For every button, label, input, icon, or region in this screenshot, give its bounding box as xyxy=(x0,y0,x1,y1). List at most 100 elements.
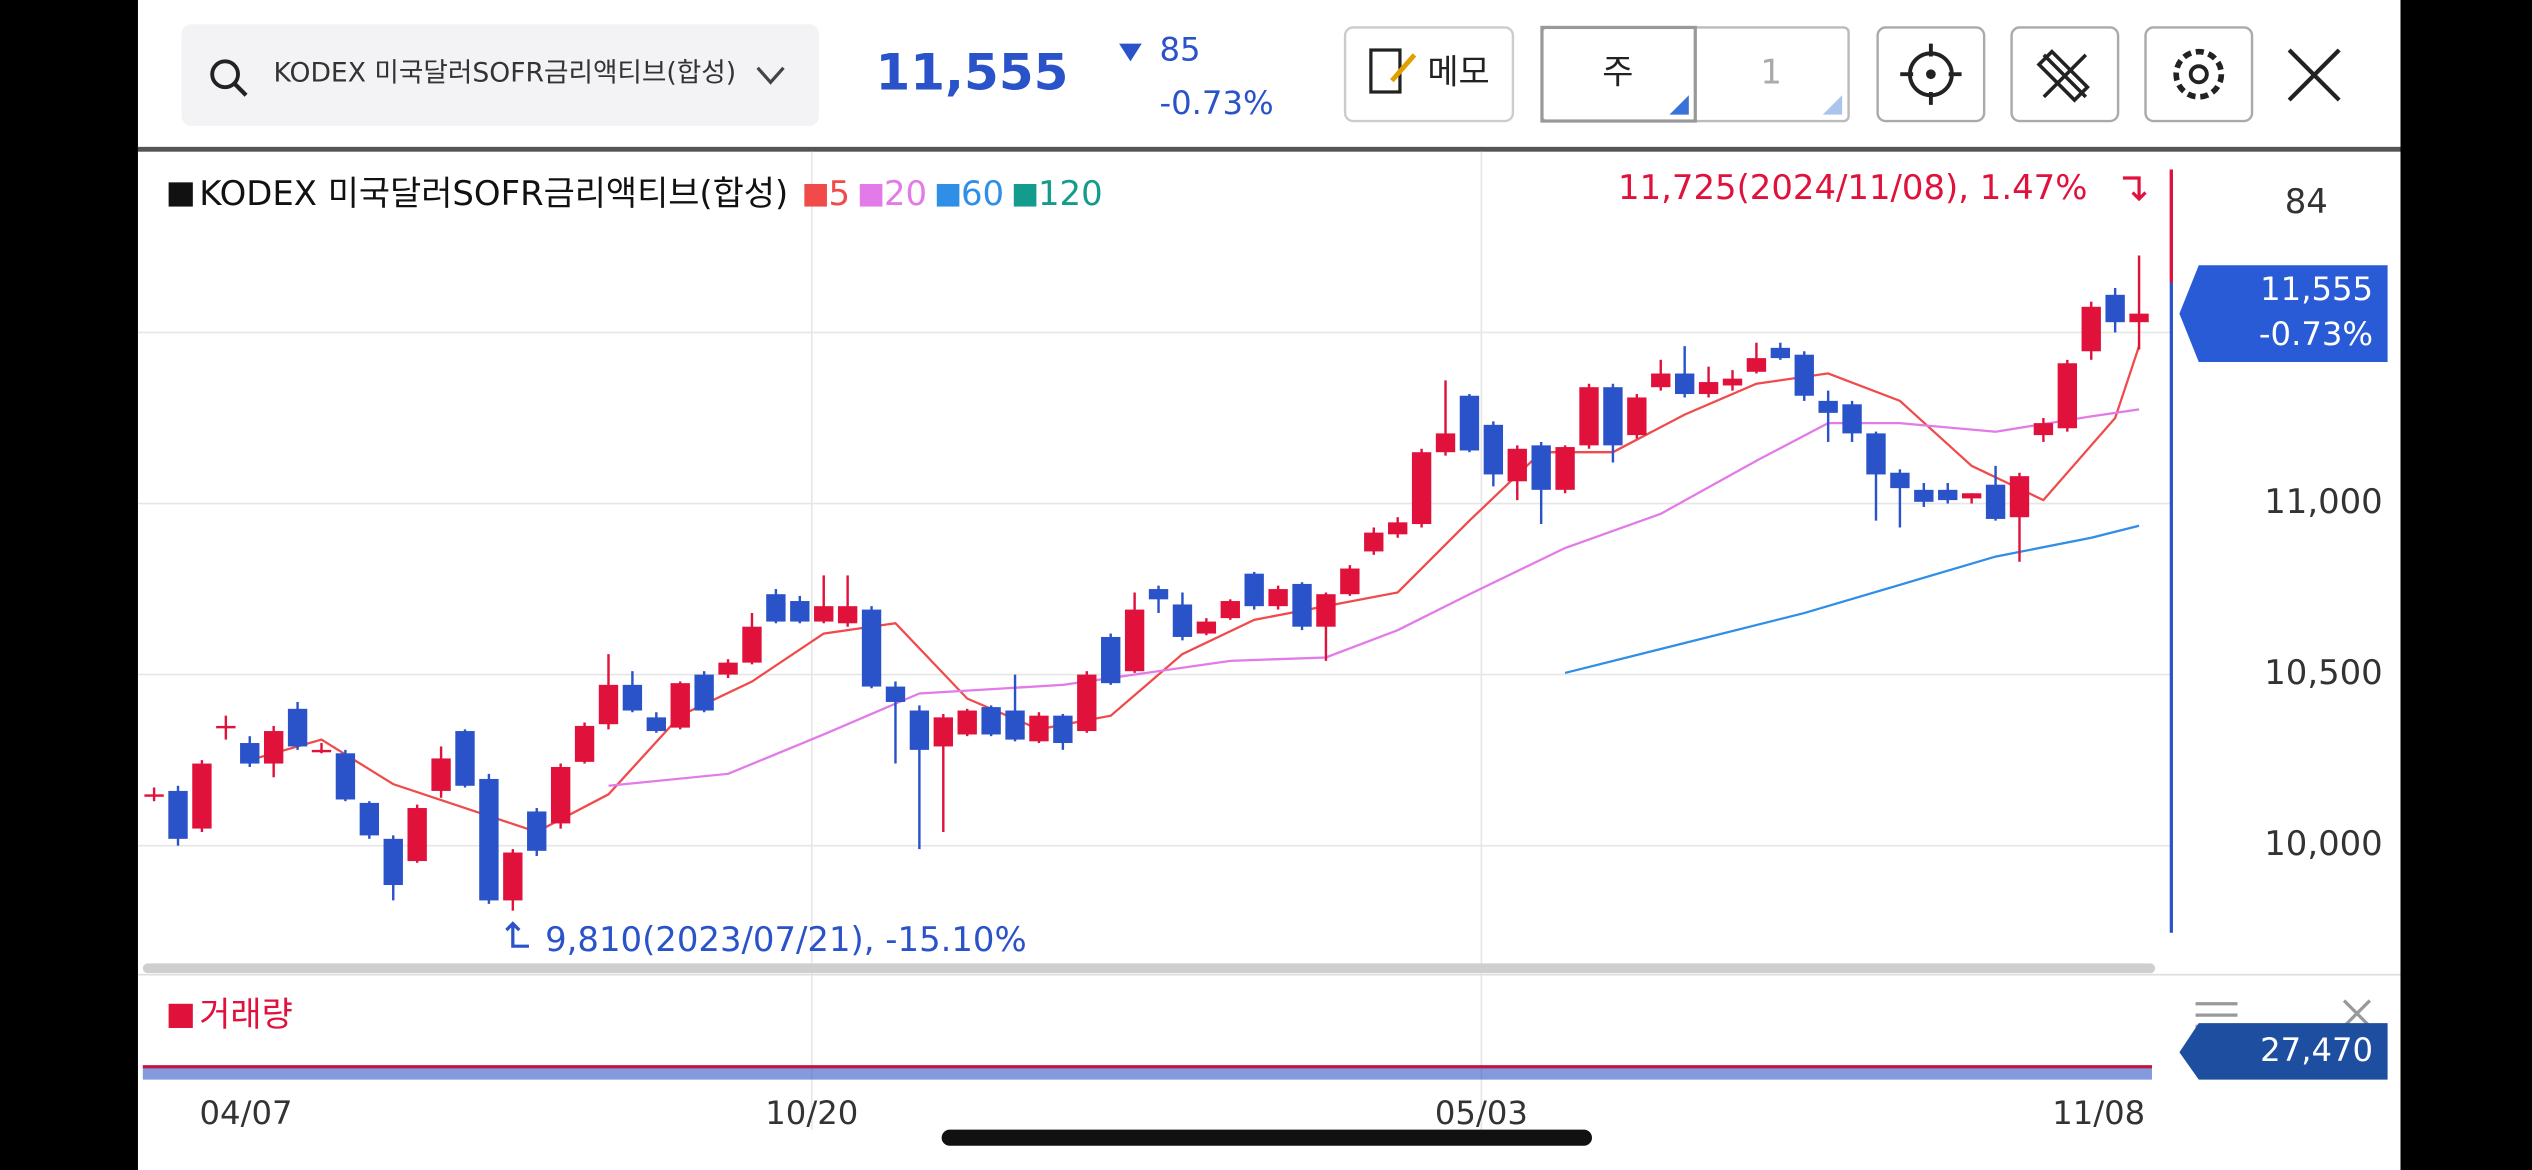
price: 11,555 xyxy=(875,43,1068,101)
scrollbar[interactable] xyxy=(142,963,2156,974)
search-box[interactable] xyxy=(181,24,819,126)
candle-body xyxy=(1531,445,1551,490)
candle-body xyxy=(1627,397,1647,436)
legend-label: 60 xyxy=(961,174,1004,213)
change: 85 xyxy=(1159,31,1200,69)
legend-swatch xyxy=(936,183,960,207)
candle-body xyxy=(1268,589,1288,607)
candle-body xyxy=(1746,358,1767,372)
close-icon[interactable] xyxy=(2287,48,2341,102)
candle-body xyxy=(1435,433,1456,453)
candle-body xyxy=(263,731,284,764)
candle-body xyxy=(383,838,403,886)
settings-icon xyxy=(2188,64,2209,85)
price-box xyxy=(2179,265,2388,363)
candle-body xyxy=(431,758,451,791)
candle-body xyxy=(1172,604,1193,637)
legend-swatch xyxy=(804,183,827,207)
candle-body xyxy=(1698,382,1719,395)
candle-body xyxy=(1029,715,1049,742)
volume-box xyxy=(2179,1023,2388,1080)
candle-body xyxy=(407,808,427,862)
volume-strip xyxy=(142,1066,2152,1080)
legend-swatch xyxy=(168,182,193,207)
memo-icon xyxy=(1390,53,1417,83)
candle-body xyxy=(311,749,332,753)
candle-body xyxy=(287,708,308,747)
candle-body xyxy=(909,710,930,750)
candle-body xyxy=(1507,448,1527,482)
candle-body xyxy=(1890,472,1910,489)
candle-body xyxy=(670,683,690,728)
period-label: 주 xyxy=(1602,53,1633,92)
candle-body xyxy=(1292,583,1312,627)
volume-swatch xyxy=(168,1003,193,1028)
low-annotation: 9,810(2023/07/21), -15.10% xyxy=(545,920,1027,959)
candle-body xyxy=(2057,363,2077,429)
candle-body xyxy=(1459,395,1480,451)
legend-label: KODEX 미국달러SOFR금리액티브(합성) xyxy=(199,174,788,213)
candle-body xyxy=(1196,621,1217,634)
candle-body xyxy=(1124,609,1145,672)
candle-body xyxy=(1866,433,1886,475)
search-icon xyxy=(210,59,240,90)
candle-body xyxy=(455,731,475,786)
volume-close[interactable] xyxy=(2342,999,2371,1028)
x-tick-label: 10/20 xyxy=(765,1094,858,1132)
candle-body xyxy=(622,684,643,711)
candle-body xyxy=(1077,674,1097,732)
candle-body xyxy=(550,766,571,824)
candle-body xyxy=(503,852,523,901)
candle-body xyxy=(2009,476,2030,518)
candle-body xyxy=(1053,715,1073,744)
legend-label: 5 xyxy=(829,174,851,213)
x-tick-label: 05/03 xyxy=(1435,1094,1528,1132)
candle-body xyxy=(2129,313,2149,323)
volume-title: 거래량 xyxy=(199,995,292,1034)
volume-last: 27,470 xyxy=(2260,1031,2373,1069)
y-top-label: 84 xyxy=(2285,182,2328,221)
high-arrow xyxy=(2122,176,2147,202)
candle-body xyxy=(1818,400,1838,413)
settings-icon xyxy=(2173,48,2225,100)
legend-swatch xyxy=(1013,183,1037,207)
crosshair-icon xyxy=(1900,43,1962,105)
candle-body xyxy=(1101,636,1121,684)
candle-body xyxy=(766,594,786,622)
period-select[interactable] xyxy=(1540,25,1697,123)
candle-body xyxy=(2033,423,2054,436)
y-tick-label: 10,500 xyxy=(2264,653,2383,692)
candle-body xyxy=(1579,387,1599,446)
candle-body xyxy=(240,743,260,764)
legend-swatch xyxy=(859,183,883,207)
low-arrow xyxy=(505,921,529,948)
chevron[interactable] xyxy=(756,66,785,85)
candle-body xyxy=(1411,452,1432,525)
candle-body xyxy=(168,790,188,839)
candle-body xyxy=(1148,589,1169,600)
candle-body xyxy=(933,717,953,747)
ma-line xyxy=(1564,524,2140,675)
candle-body xyxy=(1842,404,1862,434)
candle-body xyxy=(814,606,834,622)
candle-body xyxy=(1244,573,1264,607)
candle-body xyxy=(718,662,738,675)
candle-body xyxy=(2105,294,2125,323)
candle-body xyxy=(1364,532,1384,552)
candle-body xyxy=(1340,568,1360,595)
price-box-label: 11,555 xyxy=(2260,270,2373,308)
legend-label: 120 xyxy=(1038,174,1103,213)
crosshair-icon xyxy=(1926,69,1936,80)
candle-body xyxy=(1961,493,1982,499)
candle-body xyxy=(1938,489,1958,501)
candle-body xyxy=(1914,489,1934,502)
home-indicator xyxy=(941,1129,1592,1146)
settings-button[interactable] xyxy=(2144,26,2254,123)
candle-body xyxy=(1722,378,1743,386)
down-triangle xyxy=(1119,43,1142,62)
candle-body xyxy=(1316,594,1336,627)
candle-body xyxy=(598,684,619,725)
candle-body xyxy=(861,609,882,687)
